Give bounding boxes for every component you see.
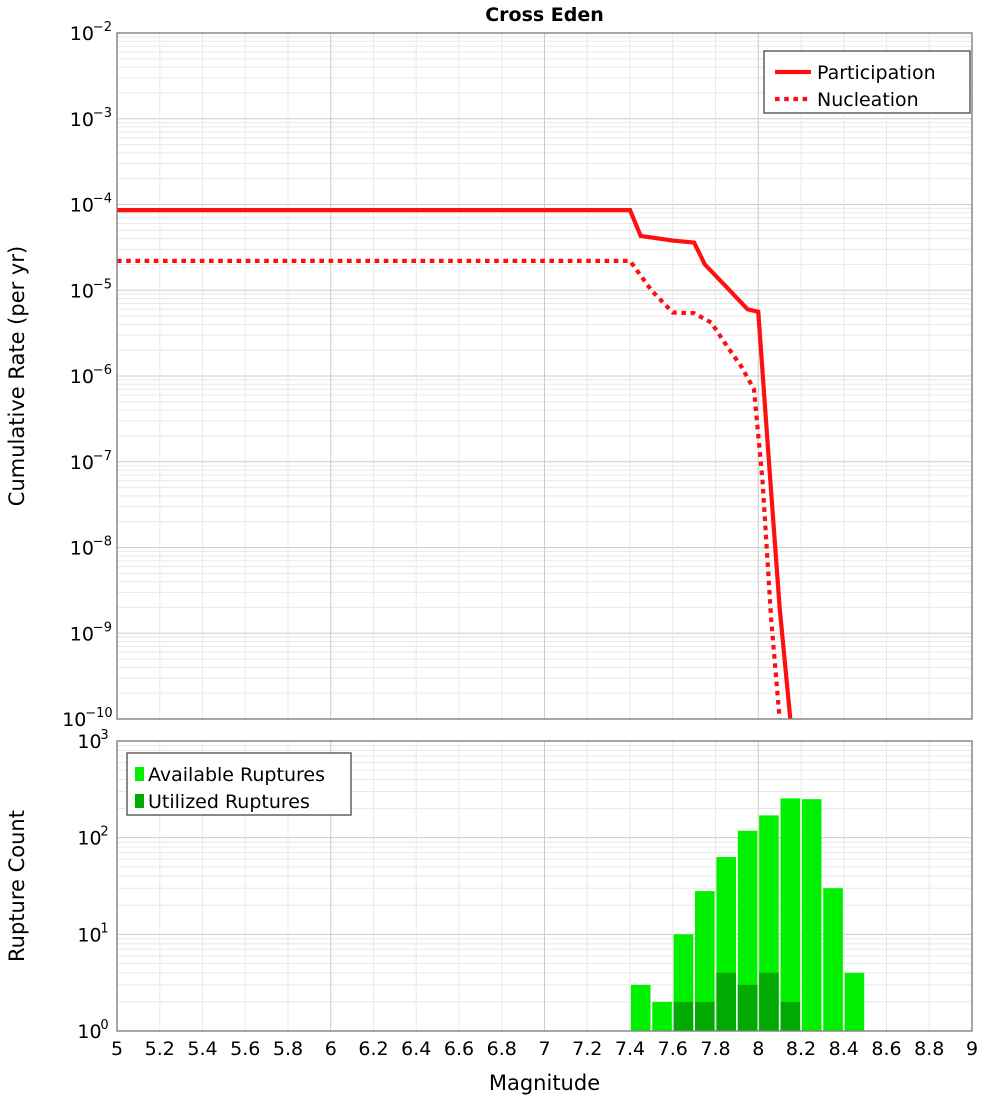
- top-ytick-7-mantissa: 10: [70, 623, 94, 645]
- bottom-xtick-9: 6.8: [487, 1038, 517, 1060]
- top-ytick-4-exponent: −6: [93, 363, 112, 378]
- top-ytick-4-mantissa: 10: [70, 366, 94, 388]
- top-legend-label-1: Nucleation: [817, 89, 919, 111]
- top-ytick-2-mantissa: 10: [70, 195, 94, 217]
- bar-utilized: [695, 1001, 715, 1031]
- bottom-xtick-2: 5.4: [187, 1038, 217, 1060]
- bottom-xtick-8: 6.6: [444, 1038, 474, 1060]
- bottom-xtick-16: 8.2: [786, 1038, 816, 1060]
- bar-available: [737, 830, 758, 1031]
- bottom-xtick-17: 8.4: [829, 1038, 859, 1060]
- bottom-ytick-0-exponent: 0: [100, 1018, 108, 1033]
- top-ytick-1-exponent: −3: [93, 106, 112, 121]
- bottom-legend-label-1: Utilized Ruptures: [148, 791, 310, 813]
- top-ytick-8-mantissa: 10: [62, 709, 86, 731]
- bottom-xtick-6: 6.2: [358, 1038, 388, 1060]
- top-ytick-3-exponent: −5: [93, 277, 112, 292]
- top-legend-label-0: Participation: [817, 62, 936, 84]
- bottom-xtick-11: 7.2: [572, 1038, 602, 1060]
- bar-utilized: [716, 972, 736, 1031]
- bottom-legend-swatch-1: [135, 794, 144, 808]
- bar-available: [780, 798, 801, 1031]
- bar-available: [801, 799, 822, 1031]
- bottom-xtick-20: 9: [966, 1038, 978, 1060]
- top-ytick-0-mantissa: 10: [70, 23, 94, 45]
- top-ytick-8-exponent: −10: [85, 706, 112, 721]
- top-ytick-6-exponent: −8: [93, 535, 112, 550]
- top-ytick-3-mantissa: 10: [70, 280, 94, 302]
- top-ytick-0-exponent: −2: [93, 20, 112, 35]
- bottom-legend-label-0: Available Ruptures: [148, 764, 325, 786]
- top-series-nucleation: [117, 258, 782, 720]
- bottom-xtick-5: 6: [325, 1038, 337, 1060]
- bottom-ylabel: Rupture Count: [5, 810, 29, 962]
- bottom-xtick-19: 8.8: [914, 1038, 944, 1060]
- bottom-xtick-7: 6.4: [401, 1038, 431, 1060]
- top-ytick-7-exponent: −9: [93, 620, 112, 635]
- bottom-legend: Available Ruptures Utilized Ruptures: [126, 752, 352, 816]
- bar-available: [823, 888, 843, 1031]
- bottom-ytick-2-mantissa: 10: [77, 828, 101, 850]
- bar-utilized: [737, 984, 758, 1031]
- bottom-legend-box: [126, 752, 352, 816]
- bar-available: [652, 1001, 672, 1031]
- bottom-xtick-1: 5.2: [145, 1038, 175, 1060]
- bottom-xlabel: Magnitude: [489, 1071, 600, 1095]
- bottom-ytick-1-exponent: 1: [100, 921, 108, 936]
- bottom-xtick-15: 8: [752, 1038, 764, 1060]
- bottom-ytick-0-mantissa: 10: [77, 1021, 101, 1043]
- top-ytick-6-mantissa: 10: [70, 538, 94, 560]
- bottom-ytick-3-exponent: 3: [100, 728, 108, 743]
- bar-available: [844, 972, 865, 1031]
- top-ylabel: Cumulative Rate (per yr): [5, 246, 29, 506]
- bottom-ytick-2-exponent: 2: [100, 825, 108, 840]
- bottom-xtick-18: 8.6: [871, 1038, 901, 1060]
- bottom-xtick-14: 7.8: [700, 1038, 730, 1060]
- bottom-xtick-3: 5.6: [230, 1038, 260, 1060]
- top-legend-box: [763, 50, 971, 114]
- top-ytick-1-mantissa: 10: [70, 109, 94, 131]
- top-ytick-5-exponent: −7: [93, 449, 112, 464]
- bar-utilized: [673, 1001, 694, 1031]
- top-ytick-5-mantissa: 10: [70, 452, 94, 474]
- bar-utilized: [780, 1001, 801, 1031]
- bottom-xtick-13: 7.6: [658, 1038, 688, 1060]
- bottom-plot-frame: [116, 740, 973, 1032]
- top-ytick-2-exponent: −4: [93, 192, 112, 207]
- bar-available: [695, 891, 715, 1031]
- top-legend: Participation Nucleation: [763, 50, 971, 114]
- bottom-xtick-10: 7: [538, 1038, 550, 1060]
- bottom-xtick-12: 7.4: [615, 1038, 645, 1060]
- bottom-xtick-4: 5.8: [273, 1038, 303, 1060]
- top-panel: 10−210−310−410−510−610−710−810−910−10: [62, 20, 973, 731]
- top-series-participation: [117, 208, 793, 720]
- top-plot-frame: [116, 32, 973, 720]
- bottom-ytick-3-mantissa: 10: [77, 731, 101, 753]
- page-title: Cross Eden: [485, 4, 604, 26]
- bar-utilized: [759, 972, 779, 1031]
- bottom-ytick-1-mantissa: 10: [77, 924, 101, 946]
- bottom-legend-swatch-0: [135, 767, 144, 781]
- bottom-xtick-0: 5: [111, 1038, 123, 1060]
- bar-available: [630, 984, 651, 1031]
